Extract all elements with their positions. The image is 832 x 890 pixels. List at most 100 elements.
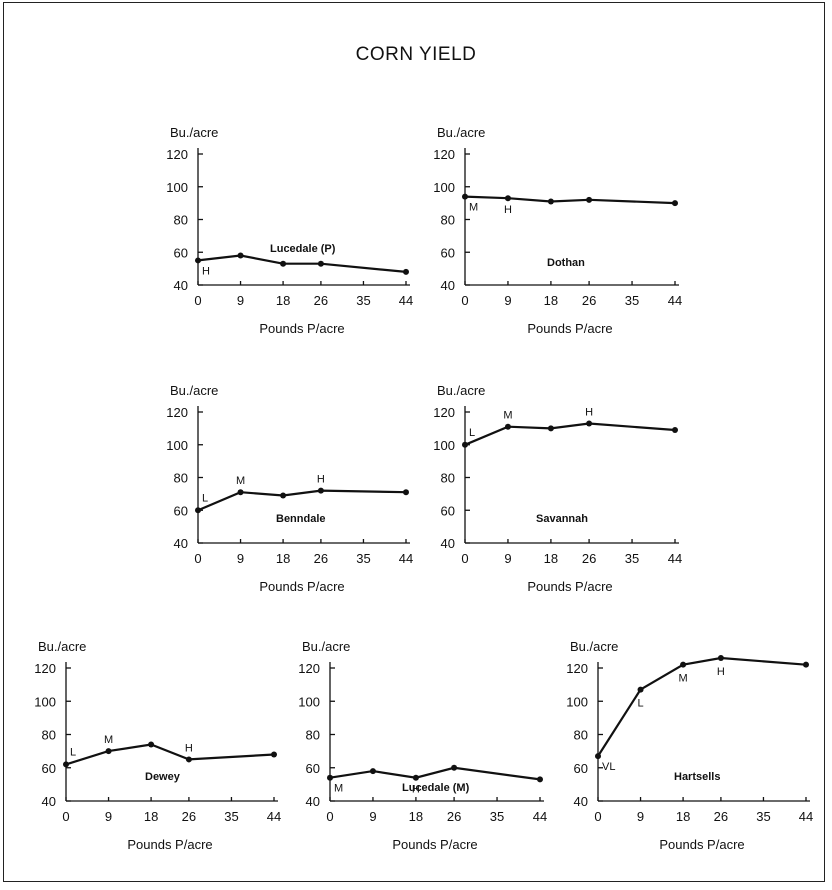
x-tick-label: 35 (625, 551, 639, 566)
x-tick-label: 26 (714, 809, 728, 824)
y-tick-label: 60 (441, 503, 455, 518)
data-point (280, 260, 287, 267)
series-line (65, 743, 275, 766)
y-axis-label: Bu./acre (437, 125, 485, 140)
point-label: L (637, 698, 643, 710)
x-tick-label: 0 (194, 293, 201, 308)
y-axis-label: Bu./acre (302, 639, 350, 654)
x-axis-label: Pounds P/acre (259, 579, 344, 594)
point-label: M (503, 410, 512, 422)
y-tick-label: 120 (433, 405, 455, 420)
y-tick-label: 120 (166, 405, 188, 420)
y-tick-label: 80 (174, 471, 188, 486)
x-axis-label: Pounds P/acre (127, 837, 212, 852)
y-tick-label: 40 (174, 278, 188, 293)
point-label: M (104, 734, 113, 746)
series-line (329, 766, 541, 781)
data-point (637, 686, 644, 693)
point-label: L (469, 427, 475, 439)
x-tick-label: 35 (756, 809, 770, 824)
x-tick-label: 44 (668, 293, 682, 308)
data-point (195, 257, 201, 264)
y-tick-label: 80 (174, 213, 188, 228)
x-tick-label: 26 (182, 809, 196, 824)
data-point (280, 492, 287, 499)
data-point (148, 741, 155, 748)
x-tick-label: 9 (237, 293, 244, 308)
y-tick-label: 80 (306, 728, 320, 743)
point-label: VL (602, 761, 615, 773)
x-tick-label: 9 (237, 551, 244, 566)
site-name-label: Dewey (145, 771, 181, 783)
point-label: H (504, 204, 512, 216)
data-point (271, 751, 277, 758)
x-tick-label: 18 (276, 293, 290, 308)
x-tick-label: 35 (625, 293, 639, 308)
y-axis-label: Bu./acre (570, 639, 618, 654)
x-axis-label: Pounds P/acre (659, 837, 744, 852)
data-point (803, 661, 809, 668)
data-point (504, 423, 511, 430)
y-axis-label: Bu./acre (38, 639, 86, 654)
y-tick-label: 40 (574, 794, 588, 809)
y-tick-label: 80 (441, 471, 455, 486)
y-tick-label: 60 (174, 245, 188, 260)
point-label: H (717, 666, 725, 678)
y-axis-label: Bu./acre (170, 383, 218, 398)
data-point (369, 768, 376, 775)
site-name-label: Dothan (547, 257, 585, 269)
data-point (185, 756, 192, 763)
data-point (537, 776, 543, 783)
data-point (317, 260, 324, 267)
x-tick-label: 35 (356, 293, 370, 308)
x-tick-label: 44 (533, 809, 547, 824)
data-point (462, 193, 468, 200)
data-point (403, 489, 409, 496)
x-tick-label: 44 (399, 293, 413, 308)
x-axis-label: Pounds P/acre (527, 321, 612, 336)
y-tick-label: 60 (306, 761, 320, 776)
data-point (717, 655, 724, 662)
data-point (672, 200, 678, 207)
site-name-label: Lucedale (P) (270, 243, 336, 255)
figure-border (3, 2, 825, 882)
page-title: CORN YIELD (355, 44, 477, 65)
x-tick-label: 44 (668, 551, 682, 566)
point-label: L (202, 492, 208, 504)
y-tick-label: 120 (566, 661, 588, 676)
data-point (547, 198, 554, 205)
data-point (504, 195, 511, 202)
x-tick-label: 44 (399, 551, 413, 566)
y-tick-label: 60 (441, 245, 455, 260)
y-axis-label: Bu./acre (437, 383, 485, 398)
y-tick-label: 100 (166, 180, 188, 195)
x-tick-label: 18 (409, 809, 423, 824)
x-tick-label: 0 (461, 293, 468, 308)
data-point (237, 252, 244, 259)
x-tick-label: 9 (105, 809, 112, 824)
x-tick-label: 26 (314, 293, 328, 308)
point-label: H (185, 742, 193, 754)
x-axis-label: Pounds P/acre (392, 837, 477, 852)
x-tick-label: 26 (447, 809, 461, 824)
data-point (403, 268, 409, 275)
y-tick-label: 100 (298, 694, 320, 709)
data-point (195, 507, 201, 514)
point-label: H (317, 474, 325, 486)
point-label: M (334, 783, 343, 795)
x-tick-label: 44 (799, 809, 813, 824)
x-tick-label: 35 (224, 809, 238, 824)
y-tick-label: 80 (441, 213, 455, 228)
y-tick-label: 60 (574, 761, 588, 776)
point-label: M (236, 475, 245, 487)
series-line (197, 489, 407, 512)
site-name-label: Savannah (536, 513, 588, 525)
x-tick-label: 26 (582, 551, 596, 566)
y-tick-label: 100 (566, 694, 588, 709)
x-tick-label: 0 (326, 809, 333, 824)
y-tick-label: 120 (433, 147, 455, 162)
y-tick-label: 120 (166, 147, 188, 162)
y-tick-label: 40 (174, 536, 188, 551)
point-label: L (70, 746, 76, 758)
series-line (464, 195, 676, 205)
